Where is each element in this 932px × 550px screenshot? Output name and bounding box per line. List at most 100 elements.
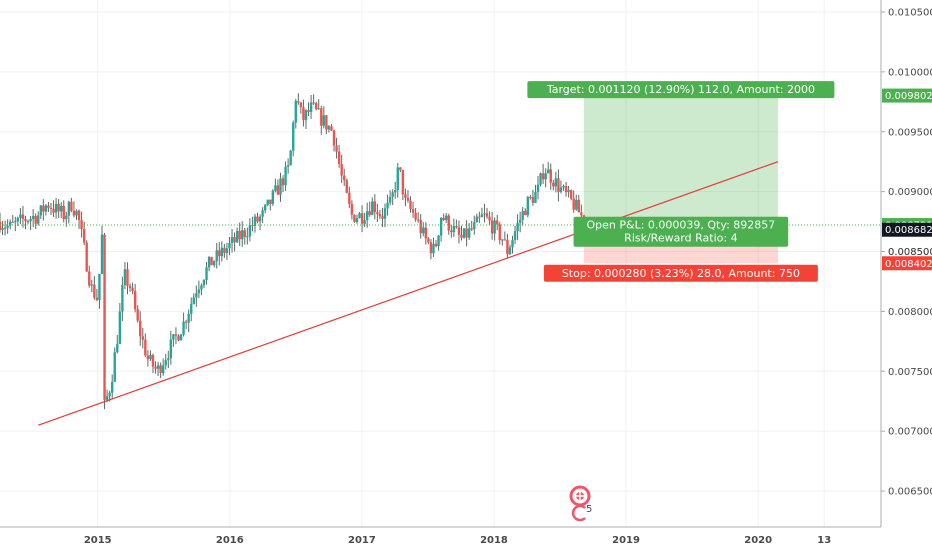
candle-body (475, 216, 479, 223)
trendline-group[interactable] (38, 161, 779, 426)
candle-body (16, 217, 20, 222)
candle-body (371, 201, 374, 215)
candle-body (276, 185, 280, 195)
y-tick-label: 0.007000 (888, 427, 932, 438)
candle-body (386, 202, 389, 209)
candle-body (340, 164, 343, 176)
candle-body (473, 222, 476, 230)
candle-body (19, 214, 22, 218)
candle-body (343, 175, 346, 181)
profit-zone (583, 95, 778, 230)
candle-body (67, 201, 71, 216)
candle-body (54, 203, 58, 213)
candle-body (37, 215, 40, 224)
candle-body (297, 100, 300, 103)
candle-body (128, 285, 132, 288)
candle-body (65, 215, 68, 220)
candle-body (332, 130, 336, 146)
candle-body (521, 210, 524, 220)
candle-body (1, 228, 4, 230)
candle-body (360, 213, 364, 224)
target-price-tag: 0.009802 (882, 88, 932, 103)
pnl-label-box (573, 216, 789, 247)
candle-body (304, 110, 308, 121)
candle-body (567, 190, 570, 193)
candle-body (34, 216, 37, 224)
close-price-tag: 0.008682 (882, 222, 932, 237)
candle-body (123, 269, 127, 286)
candle-body (121, 285, 124, 312)
candle-body (207, 256, 211, 268)
x-tick-label: 2017 (348, 535, 376, 546)
candle-body (330, 126, 333, 131)
candle-body (21, 214, 25, 220)
candle-body (396, 167, 399, 190)
candle-body (312, 102, 315, 104)
candle-body (536, 184, 540, 192)
candle-body (452, 226, 456, 233)
candle-body (337, 151, 341, 165)
candle-body (422, 227, 425, 234)
candle-body (465, 228, 468, 238)
trendline[interactable] (38, 161, 779, 426)
candle-body (388, 196, 392, 203)
candle-body (225, 248, 229, 254)
candle-body (246, 236, 249, 238)
candle-body (52, 209, 55, 213)
candle-body (470, 228, 473, 230)
candle-body (184, 321, 188, 323)
candle-body (409, 200, 412, 210)
candle-body (419, 219, 422, 234)
candle-body (218, 250, 221, 257)
candle-body (49, 207, 53, 210)
candle-body (460, 234, 463, 238)
candle-body (108, 392, 111, 397)
candle-body (467, 228, 471, 238)
candle-body (167, 358, 170, 361)
candle-body (416, 219, 420, 221)
candle-body (355, 218, 359, 222)
candle-body (233, 237, 236, 243)
candle-body (511, 239, 514, 248)
candle-body (116, 343, 119, 353)
candle-body (179, 334, 183, 341)
candle-body (401, 169, 405, 195)
pnl-label-text: Open P&L: 0.000039, Qty: 892857 (587, 219, 776, 232)
candle-body (31, 216, 35, 219)
candle-body (442, 217, 445, 221)
candle-body (327, 126, 331, 130)
candle-body (103, 234, 106, 400)
candle-body (274, 185, 277, 191)
candle-body (11, 221, 14, 223)
candle-body (391, 192, 394, 197)
candle-body (136, 309, 139, 321)
candle-body (139, 320, 142, 337)
candle-body (557, 178, 560, 192)
candle-body (292, 122, 295, 151)
y-tick-label: 0.010000 (888, 67, 932, 78)
candle-body (228, 243, 231, 249)
candle-body (501, 239, 504, 241)
candle-body (177, 335, 180, 341)
y-tick-label: 0.006500 (888, 487, 932, 498)
event-badge[interactable]: 5 (569, 485, 592, 522)
candle-body (149, 355, 152, 360)
y-tick-label: 0.008500 (888, 247, 932, 258)
candle-body (75, 210, 78, 216)
candle-body (26, 221, 30, 223)
candle-body (358, 213, 361, 219)
candle-body (513, 231, 517, 240)
target-label: Target: 0.001120 (12.90%) 112.0, Amount:… (527, 81, 835, 99)
candle-body (414, 212, 417, 220)
candle-body (365, 211, 369, 221)
candle-body (485, 213, 489, 217)
candle-body (314, 103, 318, 110)
candle-body (411, 209, 415, 213)
candle-body (531, 197, 535, 203)
candle-body (0, 221, 2, 230)
candle-body (238, 230, 241, 240)
candle-body (302, 107, 305, 121)
candle-body (368, 211, 371, 215)
